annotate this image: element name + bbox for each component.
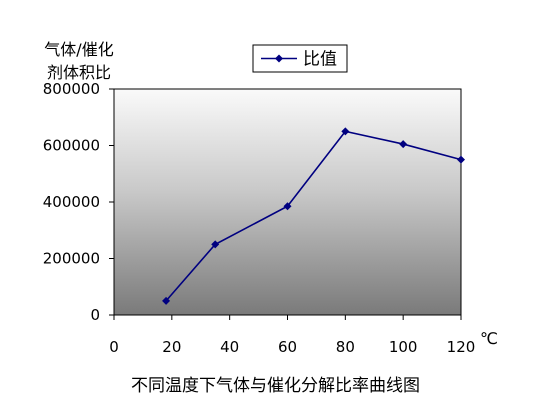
y-tick-label: 400000 [43, 193, 100, 211]
legend-marker [275, 54, 283, 63]
y-tick-label: 0 [90, 306, 100, 324]
data-point [341, 127, 350, 136]
series-line [165, 130, 462, 302]
x-tick-label: 100 [389, 338, 418, 356]
plot-area [113, 88, 462, 316]
data-point [162, 296, 171, 305]
y-axis-label-line-1: 气体/催化 [44, 40, 114, 59]
data-point [283, 202, 292, 211]
data-point [457, 155, 465, 164]
x-axis-unit: ℃ [480, 329, 498, 348]
data-point [399, 140, 408, 149]
y-axis-label-line-2: 剂体积比 [46, 63, 111, 82]
x-tick-label: 120 [447, 338, 476, 356]
chart-caption: 不同温度下气体与催化分解比率曲线图 [131, 376, 420, 396]
x-tick-label: 0 [109, 338, 119, 356]
y-tick-label: 200000 [43, 250, 100, 268]
data-point [211, 240, 220, 249]
x-tick-label: 80 [336, 338, 355, 356]
y-tick-label: 800000 [43, 80, 100, 98]
x-tick-label: 60 [278, 338, 297, 356]
x-tick-label: 20 [162, 338, 181, 356]
y-tick-label: 600000 [43, 137, 100, 155]
legend-label: 比值 [303, 50, 337, 70]
x-tick-label: 40 [220, 338, 239, 356]
